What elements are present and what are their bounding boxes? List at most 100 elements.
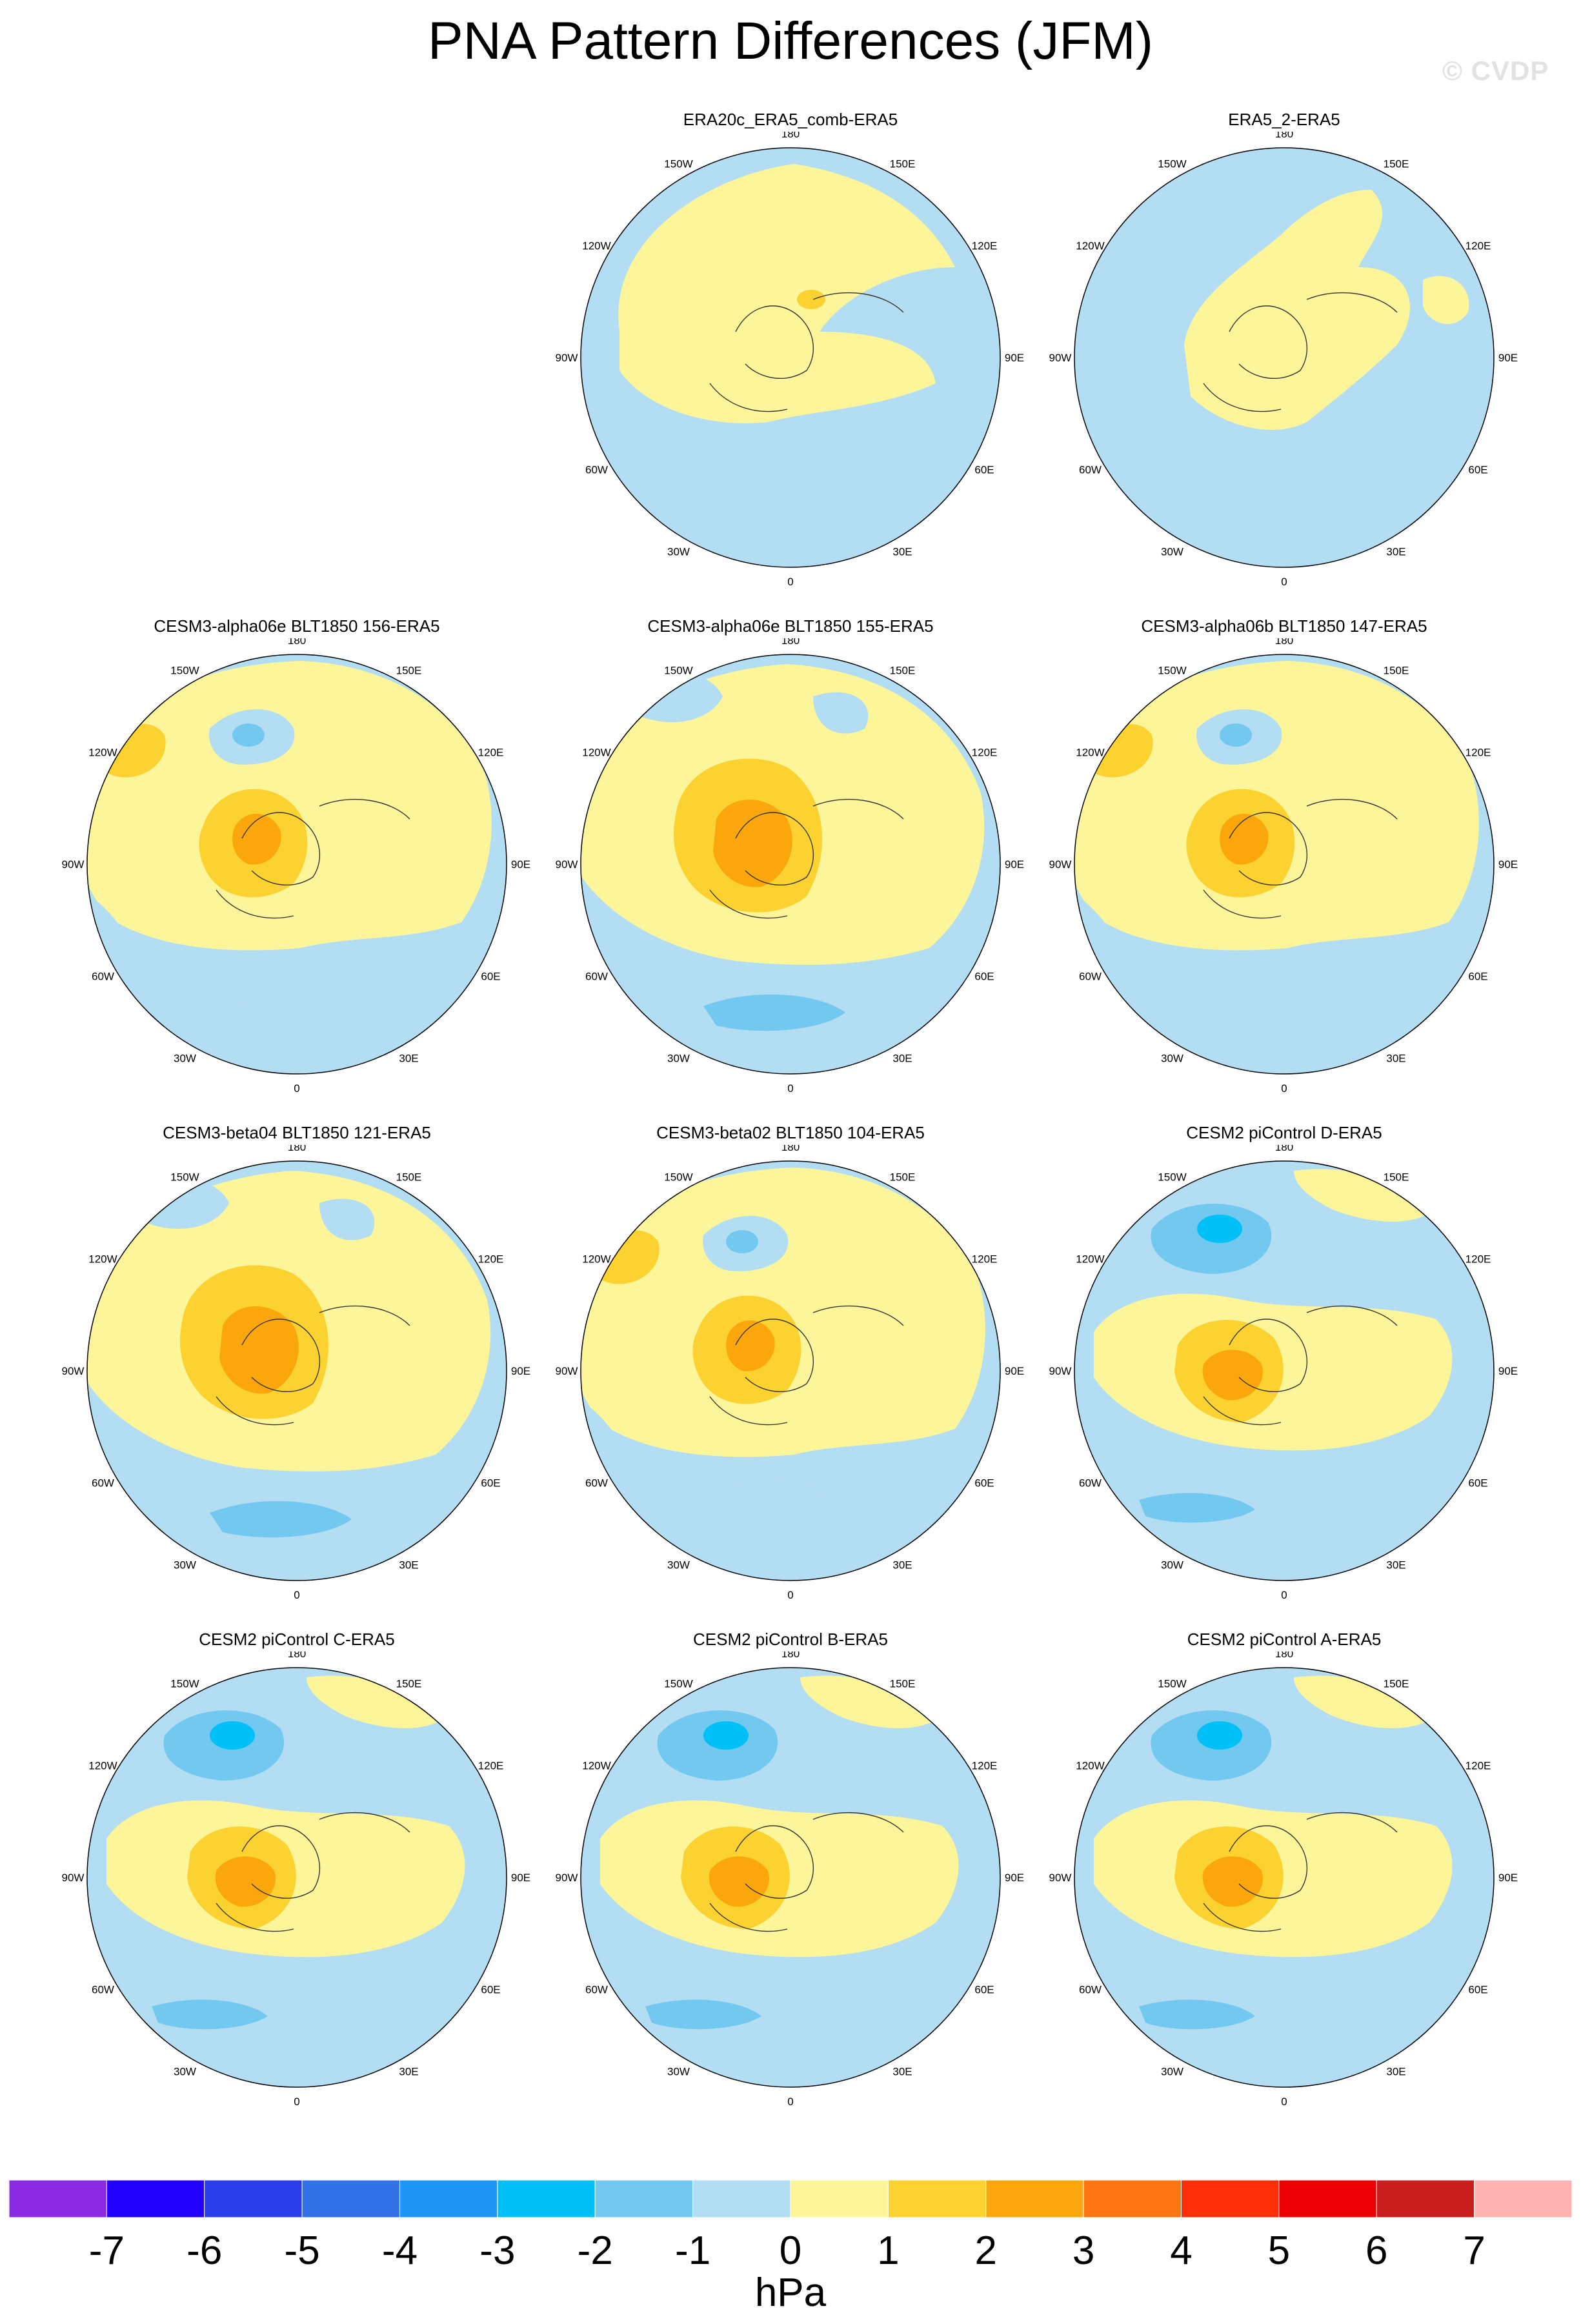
longitude-label: 60W <box>92 1477 114 1490</box>
contour-fill <box>215 1856 276 1907</box>
contour-fill <box>1139 1999 1255 2030</box>
contour-fill <box>1220 723 1252 747</box>
longitude-label: 120W <box>582 1760 610 1772</box>
longitude-label: 30W <box>667 546 690 558</box>
longitude-label: 30W <box>1161 1559 1183 1571</box>
longitude-label: 150E <box>396 1677 422 1690</box>
longitude-label: 30E <box>1386 546 1405 558</box>
coastline <box>1203 798 1398 919</box>
colorbar-swatch <box>887 2180 987 2218</box>
map-panel: CESM2 piControl C-ERA5 0 30E 60E 90E 120E 150E… <box>48 1630 545 2120</box>
longitude-label: 30E <box>1386 1053 1405 1065</box>
contour-fill <box>723 1479 820 1512</box>
longitude-label: 90W <box>556 858 578 871</box>
longitude-label: 90W <box>1049 352 1072 364</box>
map-panel: CESM3-alpha06b BLT1850 147-ERA5 0 30E 60E 90… <box>1036 616 1533 1107</box>
colorbar-tick-label: -4 <box>382 2228 418 2270</box>
contour-fill <box>1423 276 1469 325</box>
longitude-label: 120W <box>88 747 117 759</box>
contour-fill <box>1216 972 1313 1005</box>
contour-fill <box>210 1721 255 1750</box>
map-boundary <box>580 1667 1001 2088</box>
longitude-label: 150E <box>1384 664 1409 676</box>
contour-fill <box>210 1500 352 1538</box>
longitude-label: 0 <box>1281 1589 1287 1601</box>
colorbar-tick-label: -2 <box>578 2228 613 2270</box>
longitude-label: 30E <box>892 1559 912 1571</box>
contour-fill <box>713 800 792 887</box>
longitude-label: 150E <box>1384 1171 1409 1183</box>
polar-map: 0 30E 60E 90E 120E 150E 180 150W 120W 90W 60W 30W <box>62 638 531 1095</box>
contour-fill <box>307 1675 448 1728</box>
colorbar-tick-label: 3 <box>1072 2228 1094 2270</box>
longitude-label: 60E <box>974 1477 994 1490</box>
contour-fill <box>1184 190 1410 430</box>
map-boundary <box>580 147 1001 568</box>
longitude-label: 150W <box>1158 1677 1186 1690</box>
longitude-label: 30W <box>667 1053 690 1065</box>
longitude-label: 0 <box>1281 2096 1287 2108</box>
longitude-label: 150W <box>664 1171 692 1183</box>
longitude-label: 60E <box>974 1984 994 1996</box>
longitude-label: 60E <box>481 1984 500 1996</box>
colorbar-tick-label: 6 <box>1365 2228 1387 2270</box>
contour-fill <box>709 1856 769 1907</box>
longitude-label: 120E <box>972 1760 998 1772</box>
longitude-label: 30E <box>399 1559 418 1571</box>
colorbar-swatch <box>301 2180 400 2218</box>
longitude-label: 180 <box>1275 638 1293 647</box>
panel-title: CESM2 piControl C-ERA5 <box>199 1630 395 1649</box>
map-panel: CESM2 piControl B-ERA5 0 30E 60E 90E 120E 150E… <box>542 1630 1039 2120</box>
longitude-label: 150W <box>1158 664 1186 676</box>
contour-fill <box>800 1675 942 1728</box>
longitude-label: 30E <box>1386 2066 1405 2078</box>
panel-title: CESM3-beta02 BLT1850 104-ERA5 <box>656 1123 925 1142</box>
longitude-label: 90W <box>1049 858 1072 871</box>
coastline <box>709 292 904 412</box>
longitude-label: 180 <box>781 1652 800 1660</box>
polar-map: 0 30E 60E 90E 120E 150E 180 150W 120W 90W 60W 30W <box>1049 1145 1518 1601</box>
longitude-label: 120W <box>1076 747 1104 759</box>
contour-fill <box>229 972 326 1005</box>
longitude-label: 120W <box>582 747 610 759</box>
longitude-label: 0 <box>294 1589 299 1601</box>
longitude-label: 180 <box>781 1145 800 1153</box>
longitude-label: 0 <box>1281 576 1287 588</box>
longitude-label: 120E <box>478 747 504 759</box>
longitude-label: 90W <box>1049 1365 1072 1377</box>
longitude-label: 30W <box>174 1053 196 1065</box>
panel-title: CESM3-alpha06e BLT1850 155-ERA5 <box>647 616 934 636</box>
panel-title: ERA5_2-ERA5 <box>1228 110 1340 129</box>
contour-fill <box>1294 1169 1436 1222</box>
contour-fill <box>1202 1856 1263 1907</box>
colorbar-swatch <box>9 2180 107 2218</box>
longitude-label: 30E <box>399 2066 418 2078</box>
coastline <box>216 798 410 919</box>
coastline <box>709 1812 904 1932</box>
longitude-label: 0 <box>294 2096 299 2108</box>
longitude-label: 90E <box>1498 858 1518 871</box>
contour-fill <box>618 164 955 423</box>
longitude-label: 120E <box>972 747 998 759</box>
polar-map: 0 30E 60E 90E 120E 150E 180 150W 120W 90W 60W 30W <box>556 638 1025 1095</box>
longitude-label: 30E <box>399 1053 418 1065</box>
longitude-label: 120E <box>972 240 998 252</box>
longitude-label: 150W <box>664 157 692 170</box>
colorbar-tick-label: 0 <box>780 2228 801 2270</box>
colorbar-tick-label: 1 <box>877 2228 899 2270</box>
colorbar-swatch <box>790 2180 889 2218</box>
coastline <box>709 798 904 919</box>
polar-map: 0 30E 60E 90E 120E 150E 180 150W 120W 90W 60W 30W <box>62 1652 531 2108</box>
polar-map: 0 30E 60E 90E 120E 150E 180 150W 120W 90W 60W 30W <box>556 1652 1025 2108</box>
longitude-label: 60E <box>1468 971 1487 983</box>
contour-fill <box>1220 813 1269 865</box>
colorbar-swatch <box>1278 2180 1377 2218</box>
longitude-label: 90E <box>511 1872 530 1884</box>
coastline <box>216 1305 410 1426</box>
colorbar: -7 -6 -5 -4 -3 -2 -1 0 1 2 3 4 5 6 7 <box>9 2180 1572 2270</box>
longitude-label: 120W <box>1076 240 1104 252</box>
colorbar-tick-label: 7 <box>1463 2228 1485 2270</box>
longitude-label: 30E <box>892 2066 912 2078</box>
contour-fill <box>581 1384 626 1479</box>
longitude-label: 150W <box>1158 157 1186 170</box>
